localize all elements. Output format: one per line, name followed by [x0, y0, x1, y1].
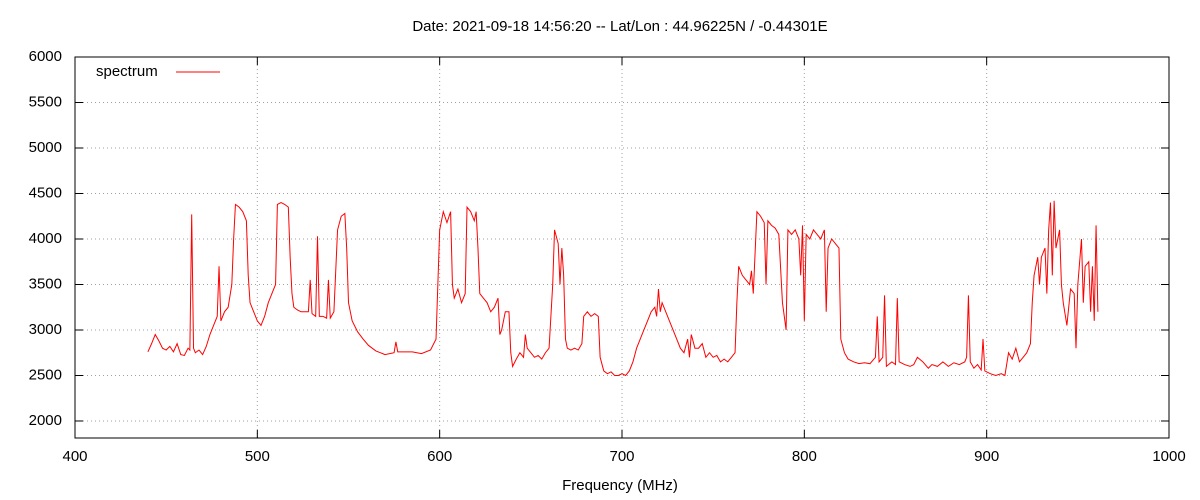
x-axis-label: Frequency (MHz) [562, 477, 678, 494]
y-tick-label: 2500 [29, 366, 62, 383]
y-tick-label: 3000 [29, 321, 62, 338]
plot-frame [74, 56, 1170, 439]
x-tick-label: 800 [792, 448, 817, 465]
y-tick-label: 3500 [29, 275, 62, 292]
x-tick-label: 600 [427, 448, 452, 465]
y-tick-label: 5500 [29, 93, 62, 110]
y-tick-label: 5000 [29, 139, 62, 156]
y-tick-label: 4500 [29, 184, 62, 201]
y-tick-label: 6000 [29, 48, 62, 65]
x-tick-label: 1000 [1152, 448, 1185, 465]
spectrum-line [147, 200, 1099, 377]
x-tick-label: 500 [245, 448, 270, 465]
legend-label: spectrum [96, 63, 158, 80]
chart-title: Date: 2021-09-18 14:56:20 -- Lat/Lon : 4… [412, 18, 827, 35]
x-tick-label: 400 [62, 448, 87, 465]
y-tick-label: 4000 [29, 230, 62, 247]
x-tick-label: 700 [609, 448, 634, 465]
x-tick-label: 900 [974, 448, 999, 465]
y-tick-label: 2000 [29, 412, 62, 429]
